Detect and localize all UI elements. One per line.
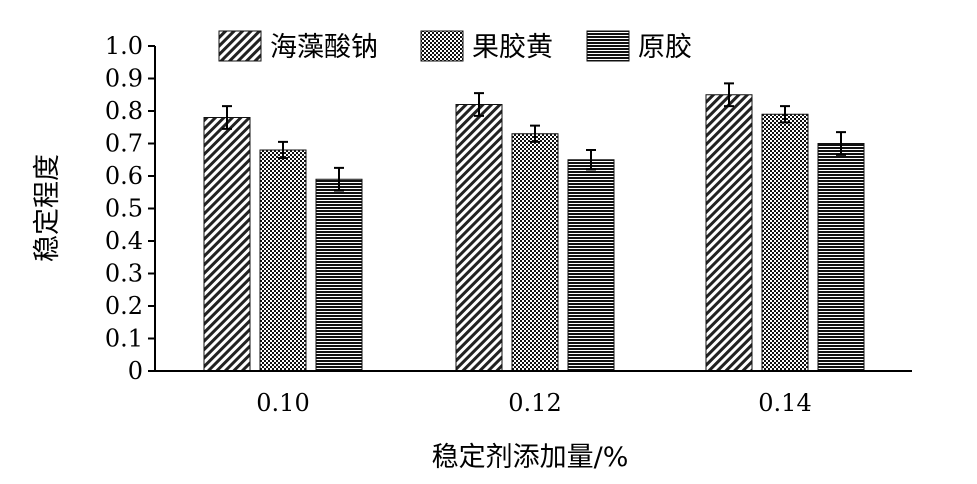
legend-item-3: 原胶: [586, 30, 692, 63]
legend-item-2: 果胶黄: [420, 30, 553, 63]
bar-2-3: [761, 113, 809, 372]
legend: 海藻酸钠 果胶黄 原胶: [218, 30, 692, 63]
bar-1-2: [455, 104, 503, 372]
error-bar-2-1: [278, 140, 288, 160]
y-axis-ticks: 0 0.1 0.2 0.3 0.4 0.5 0.6 0.7 0.8 0.9 1.0: [105, 32, 155, 385]
x-category-label: 0.12: [508, 389, 561, 417]
x-axis-category-labels: 0.10 0.12 0.14: [256, 389, 811, 417]
bars: [203, 94, 865, 372]
bar-1-1: [203, 117, 251, 372]
y-tick-label: 0.6: [105, 162, 143, 190]
error-bar-3-1: [334, 166, 344, 192]
y-tick-label: 0.5: [105, 195, 143, 223]
y-tick-label: 0.4: [105, 227, 143, 255]
legend-item-1: 海藻酸钠: [218, 30, 378, 63]
y-tick-label: 0.8: [105, 97, 143, 125]
bar-3-2: [567, 159, 615, 372]
bar-2-2: [511, 133, 559, 372]
y-tick-label: 0.7: [105, 130, 143, 158]
y-tick-label: 0: [128, 357, 143, 385]
bar-3-1: [315, 178, 363, 372]
x-category-label: 0.14: [758, 389, 811, 417]
error-bar-3-3: [836, 131, 846, 156]
y-tick-label: 0.9: [105, 65, 143, 93]
bar-3-3: [817, 143, 865, 372]
error-bar-1-3: [724, 82, 734, 108]
error-bar-1-1: [222, 105, 232, 130]
y-tick-label: 0.2: [105, 292, 143, 320]
bar-1-3: [705, 94, 753, 372]
legend-swatch: [420, 30, 464, 62]
error-bars: [222, 82, 846, 192]
legend-swatch: [586, 30, 630, 62]
legend-label: 原胶: [638, 32, 692, 63]
error-bar-3-2: [586, 149, 596, 171]
y-tick-label: 0.3: [105, 260, 143, 288]
x-axis-title: 稳定剂添加量/%: [432, 442, 629, 473]
error-bar-2-2: [530, 124, 540, 143]
legend-swatch: [218, 30, 262, 62]
error-bar-1-2: [474, 92, 484, 117]
y-tick-label: 0.1: [105, 325, 143, 353]
y-axis-title: 稳定程度: [32, 154, 63, 262]
legend-label: 果胶黄: [472, 32, 553, 63]
bar-2-1: [259, 149, 307, 372]
x-category-label: 0.10: [256, 389, 309, 417]
y-tick-label: 1.0: [105, 32, 143, 60]
error-bar-2-3: [780, 105, 790, 124]
legend-label: 海藻酸钠: [270, 32, 378, 63]
